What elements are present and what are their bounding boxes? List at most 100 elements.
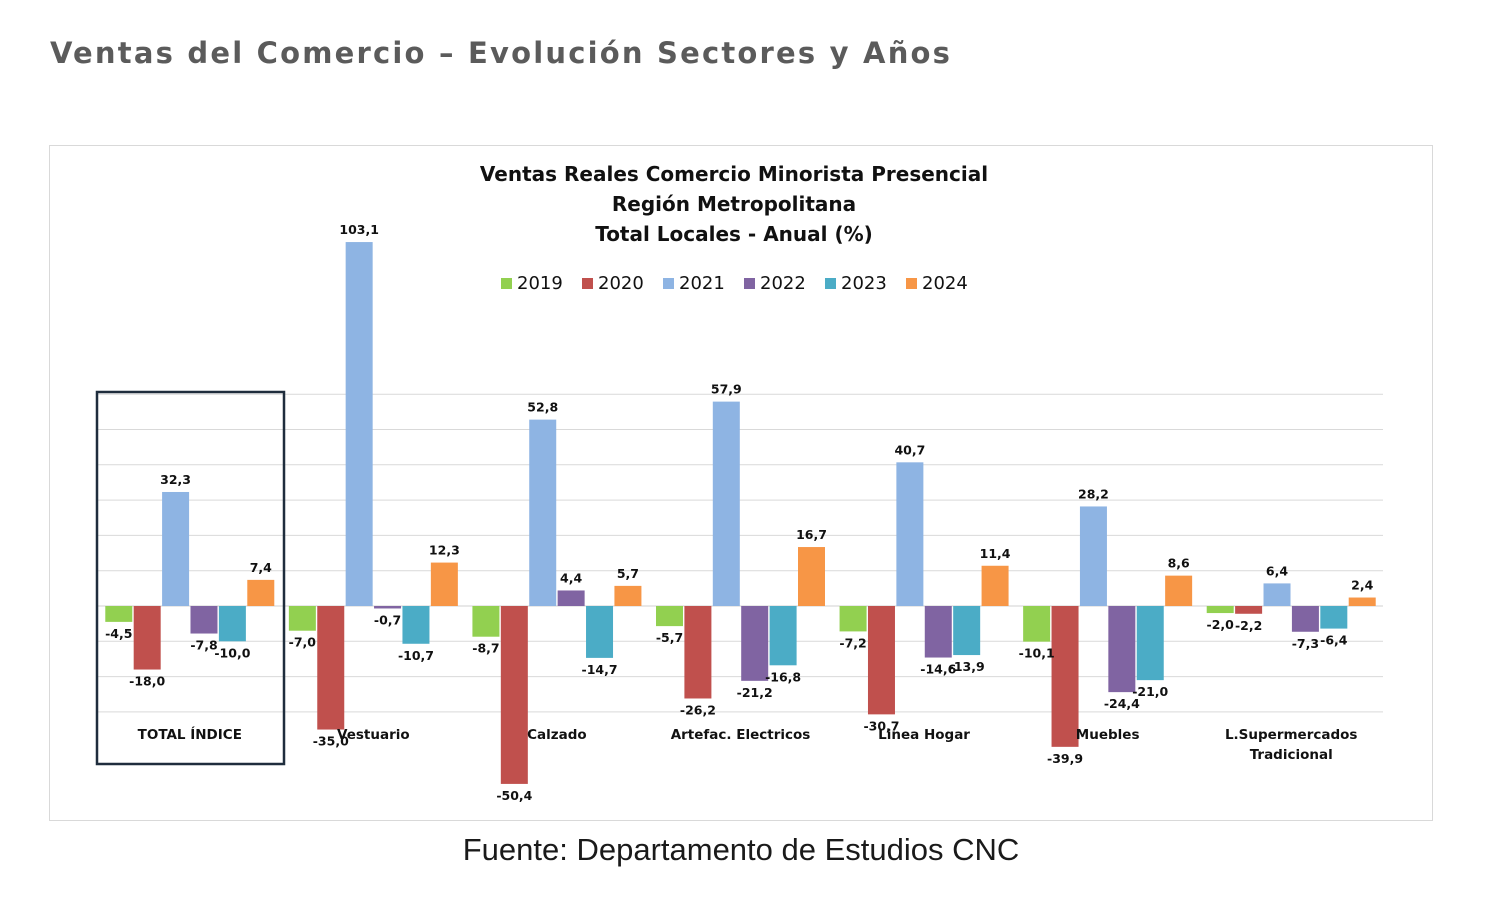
data-label-2022-6: -7,3 bbox=[1292, 636, 1319, 651]
legend-label-2020: 2020 bbox=[598, 273, 644, 294]
bar-2021-0 bbox=[162, 491, 190, 606]
bar-2022-0 bbox=[190, 606, 218, 634]
data-label-2021-4: 40,7 bbox=[894, 442, 925, 457]
bar-2022-1 bbox=[374, 606, 402, 609]
data-label-2019-3: -5,7 bbox=[656, 630, 683, 645]
bar-2020-4 bbox=[867, 606, 895, 715]
bar-2021-3 bbox=[712, 401, 740, 606]
data-label-2022-0: -7,8 bbox=[190, 638, 217, 653]
data-label-2020-4: -30,7 bbox=[863, 718, 899, 733]
data-label-2020-5: -39,9 bbox=[1047, 751, 1083, 766]
chart-data-labels: -4,5 -18,0 32,3 -7,8-10,0 7,4 -7,0 -35,0 103,1 -… bbox=[105, 222, 1373, 803]
page-title: Ventas del Comercio – Evolución Sectores… bbox=[50, 36, 953, 70]
bar-2021-5 bbox=[1079, 506, 1107, 606]
legend-swatch-2021 bbox=[663, 278, 674, 289]
category-label-4: Linea Hogar bbox=[878, 727, 970, 743]
bar-2020-0 bbox=[133, 606, 161, 670]
bar-2023-0 bbox=[218, 606, 246, 642]
data-label-2019-4: -7,2 bbox=[839, 635, 866, 650]
chart-bars bbox=[105, 242, 1376, 784]
data-label-2023-5: -21,0 bbox=[1132, 684, 1168, 699]
data-label-2019-0: -4,5 bbox=[105, 626, 132, 641]
bar-2023-6 bbox=[1320, 606, 1348, 629]
category-label-3: Artefac. Electricos bbox=[671, 727, 811, 743]
bar-2023-5 bbox=[1136, 606, 1164, 681]
legend-label-2022: 2022 bbox=[760, 273, 806, 294]
bar-2021-2 bbox=[529, 419, 557, 606]
bar-2019-6 bbox=[1206, 606, 1234, 614]
bar-2019-4 bbox=[839, 606, 867, 632]
data-label-2020-3: -26,2 bbox=[680, 702, 716, 717]
bar-2024-3 bbox=[798, 547, 825, 606]
data-label-2023-6: -6,4 bbox=[1320, 633, 1348, 648]
legend-swatch-2019 bbox=[501, 278, 512, 289]
bar-2023-2 bbox=[586, 606, 614, 658]
bar-2022-4 bbox=[924, 606, 952, 658]
bar-2021-1 bbox=[345, 242, 373, 606]
bar-2024-2 bbox=[614, 585, 642, 606]
legend-swatch-2023 bbox=[825, 278, 836, 289]
legend-swatch-2020 bbox=[582, 278, 593, 289]
highlight-box bbox=[95, 390, 286, 766]
bar-2021-6 bbox=[1263, 583, 1291, 606]
legend-label-2019: 2019 bbox=[517, 273, 563, 294]
data-label-2021-2: 52,8 bbox=[527, 400, 558, 415]
bar-2022-2 bbox=[557, 590, 585, 606]
bar-2020-3 bbox=[684, 606, 712, 699]
data-label-2021-5: 28,2 bbox=[1078, 486, 1109, 501]
bar-2020-1 bbox=[317, 606, 345, 730]
bar-2019-2 bbox=[472, 606, 500, 637]
bar-2019-0 bbox=[105, 606, 133, 622]
data-label-2022-5: -24,4 bbox=[1104, 696, 1140, 711]
bar-2020-6 bbox=[1235, 606, 1263, 614]
data-label-2019-2: -8,7 bbox=[472, 641, 499, 656]
source-note: Fuente: Departamento de Estudios CNC bbox=[462, 832, 1020, 867]
legend-swatch-2022 bbox=[744, 278, 755, 289]
data-label-2019-5: -10,1 bbox=[1019, 646, 1055, 661]
legend-swatch-2024 bbox=[906, 278, 917, 289]
data-label-2024-6: 2,4 bbox=[1351, 578, 1373, 593]
bar-2019-5 bbox=[1023, 606, 1051, 642]
chart-title: Ventas Reales Comercio Minorista Presenc… bbox=[480, 162, 988, 246]
data-label-2020-2: -50,4 bbox=[496, 788, 532, 803]
bar-2022-3 bbox=[741, 606, 769, 681]
chart-frame: Ventas Reales Comercio Minorista Presenc… bbox=[49, 145, 1433, 821]
data-label-2024-2: 5,7 bbox=[617, 566, 639, 581]
category-label-5: Muebles bbox=[1076, 727, 1140, 743]
data-label-2024-5: 8,6 bbox=[1168, 556, 1190, 571]
bar-2023-3 bbox=[769, 606, 797, 666]
bar-2023-4 bbox=[953, 606, 981, 656]
legend-label-2024: 2024 bbox=[922, 273, 968, 294]
highlight-box-layer bbox=[95, 390, 286, 766]
bar-2024-6 bbox=[1348, 597, 1376, 606]
legend-label-2021: 2021 bbox=[679, 273, 725, 294]
data-label-2022-1: -0,7 bbox=[374, 612, 401, 627]
data-label-2020-6: -2,2 bbox=[1235, 618, 1262, 633]
legend-label-2023: 2023 bbox=[841, 273, 887, 294]
data-label-2022-4: -14,6 bbox=[920, 662, 956, 677]
data-label-2024-0: 7,4 bbox=[250, 560, 272, 575]
data-label-2021-1: 103,1 bbox=[339, 222, 379, 237]
category-label-2: Calzado bbox=[527, 727, 587, 743]
bar-2023-1 bbox=[402, 606, 430, 644]
data-label-2021-0: 32,3 bbox=[160, 472, 191, 487]
data-label-2019-1: -7,0 bbox=[289, 635, 317, 650]
bar-2020-2 bbox=[500, 606, 528, 784]
data-label-2021-3: 57,9 bbox=[711, 382, 742, 397]
chart-title-line-3: Total Locales - Anual (%) bbox=[595, 222, 873, 246]
data-label-2023-2: -14,7 bbox=[582, 662, 618, 677]
bar-chart: Ventas Reales Comercio Minorista Presenc… bbox=[95, 162, 1383, 803]
data-label-2020-0: -18,0 bbox=[129, 674, 165, 689]
bar-2019-1 bbox=[288, 606, 316, 631]
chart-category-labels: TOTAL ÍNDICE Vestuario Calzado Artefac. Ele… bbox=[138, 726, 1358, 763]
data-label-2022-2: 4,4 bbox=[560, 570, 582, 585]
data-label-2023-3: -16,8 bbox=[765, 669, 801, 684]
data-label-2023-1: -10,7 bbox=[398, 648, 434, 663]
chart-title-line-1: Ventas Reales Comercio Minorista Presenc… bbox=[480, 162, 988, 186]
bar-2021-4 bbox=[896, 462, 924, 606]
data-label-2024-1: 12,3 bbox=[429, 543, 460, 558]
category-label-1: Vestuario bbox=[337, 727, 410, 743]
chart-title-line-2: Región Metropolitana bbox=[612, 192, 856, 216]
bar-2019-3 bbox=[656, 606, 683, 627]
category-label-6: L.Supermercados bbox=[1225, 727, 1358, 743]
